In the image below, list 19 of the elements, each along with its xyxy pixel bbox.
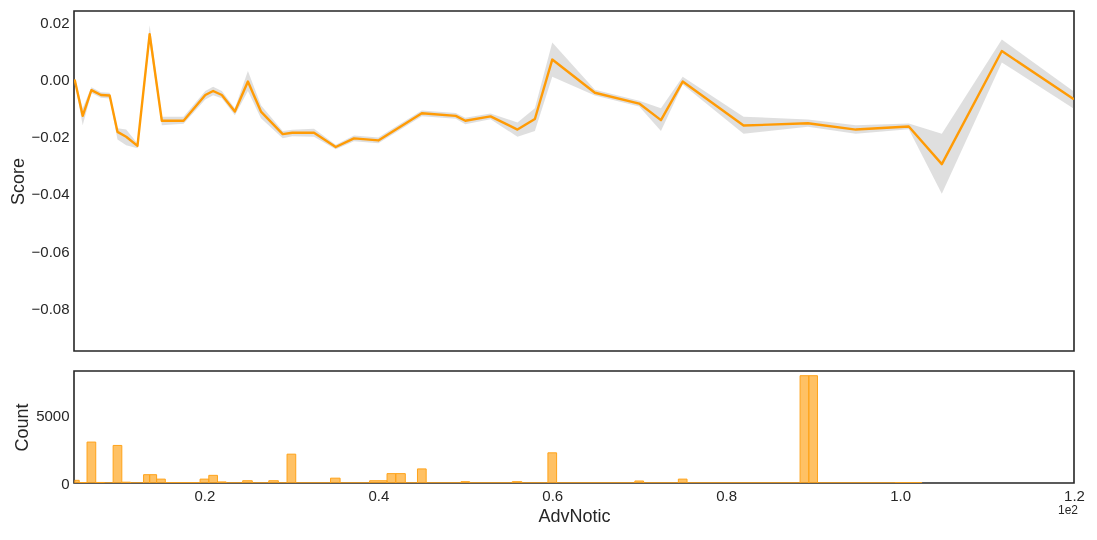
x-tick-label: 0.2 [194, 486, 216, 504]
x-tick-label: 0.4 [368, 486, 390, 504]
y-tick-label: −0.08 [31, 299, 70, 317]
y-tick-label: 5000 [36, 407, 70, 425]
y-tick-label: −0.02 [31, 128, 70, 146]
y-axis-title: Score [7, 157, 28, 206]
x-tick-label: 0.8 [716, 486, 738, 504]
y-axis-title: Count [12, 403, 33, 452]
x-tick-label: 1.2 [1064, 486, 1085, 504]
y-tick-label: −0.06 [31, 242, 70, 260]
y-tick-label: −0.04 [31, 185, 70, 203]
x-axis-title: AdvNotic [538, 505, 611, 526]
y-tick-label: 0.02 [40, 13, 70, 31]
x-tick-label: 1.0 [890, 486, 912, 504]
x-tick-label: 0.6 [542, 486, 564, 504]
y-tick-label: 0 [61, 474, 70, 492]
line-series [74, 32, 1074, 166]
text: 1e2 [1057, 503, 1079, 517]
y-tick-label: 0.00 [40, 71, 70, 89]
